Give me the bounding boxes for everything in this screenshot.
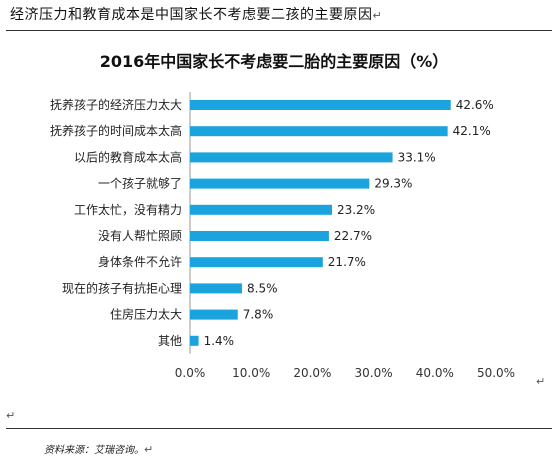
source-text: 资料来源：艾瑞咨询。: [44, 445, 144, 456]
x-tick-label-4: 40.0%: [416, 366, 454, 380]
x-tick-label-3: 30.0%: [355, 366, 393, 380]
bar-4: [190, 204, 332, 215]
bar-6: [190, 257, 323, 268]
value-label-8: 7.8%: [243, 308, 274, 322]
bottom-rule: [6, 428, 552, 429]
category-label-6: 身体条件不允许: [98, 254, 182, 269]
category-label-4: 工作太忙，没有精力: [74, 202, 182, 217]
chart-title: 2016年中国家长不考虑要二胎的主要原因（%）: [100, 52, 449, 71]
value-label-5: 22.7%: [334, 229, 372, 243]
paragraph-mark-left: ↵: [6, 409, 16, 422]
top-rule: [6, 30, 552, 31]
bar-2: [190, 152, 393, 163]
x-tick-label-0: 0.0%: [175, 366, 206, 380]
x-tick-label-2: 20.0%: [293, 366, 331, 380]
category-label-9: 其他: [158, 334, 182, 348]
x-tick-label-5: 50.0%: [477, 366, 515, 380]
x-tick-label-1: 10.0%: [232, 366, 270, 380]
paragraph-mark-chart: ↵: [536, 375, 546, 388]
paragraph-mark: ↵: [372, 9, 383, 22]
value-label-0: 42.6%: [456, 98, 494, 112]
bar-9: [190, 335, 199, 346]
bar-1: [190, 126, 448, 137]
value-label-4: 23.2%: [337, 203, 375, 217]
document-heading: 经济压力和教育成本是中国家长不考虑要二孩的主要原因↵: [10, 4, 382, 24]
value-label-6: 21.7%: [328, 255, 366, 269]
bar-0: [190, 100, 451, 110]
category-label-5: 没有人帮忙照顾: [98, 228, 182, 243]
value-label-2: 33.1%: [398, 150, 436, 164]
bar-3: [190, 178, 370, 189]
paragraph-mark-source: ↵: [144, 443, 154, 456]
value-label-7: 8.5%: [247, 281, 278, 295]
category-label-7: 现在的孩子有抗拒心理: [62, 280, 182, 295]
value-label-9: 1.4%: [204, 334, 235, 348]
bar-5: [190, 231, 329, 241]
category-label-0: 抚养孩子的经济压力太大: [50, 97, 182, 112]
category-label-2: 以后的教育成本太高: [74, 149, 182, 164]
bar-8: [190, 309, 238, 320]
value-label-1: 42.1%: [453, 124, 491, 138]
category-label-1: 抚养孩子的时间成本太高: [50, 123, 182, 138]
value-label-3: 29.3%: [374, 177, 412, 191]
bar-chart: 2016年中国家长不考虑要二胎的主要原因（%） 抚养孩子的经济压力太大抚养孩子的…: [50, 52, 515, 380]
category-label-8: 住房压力太大: [110, 307, 182, 322]
heading-text: 经济压力和教育成本是中国家长不考虑要二孩的主要原因: [10, 7, 373, 23]
bar-7: [190, 283, 243, 294]
source-note: 资料来源：艾瑞咨询。↵: [44, 441, 153, 456]
category-label-3: 一个孩子就够了: [98, 177, 182, 191]
